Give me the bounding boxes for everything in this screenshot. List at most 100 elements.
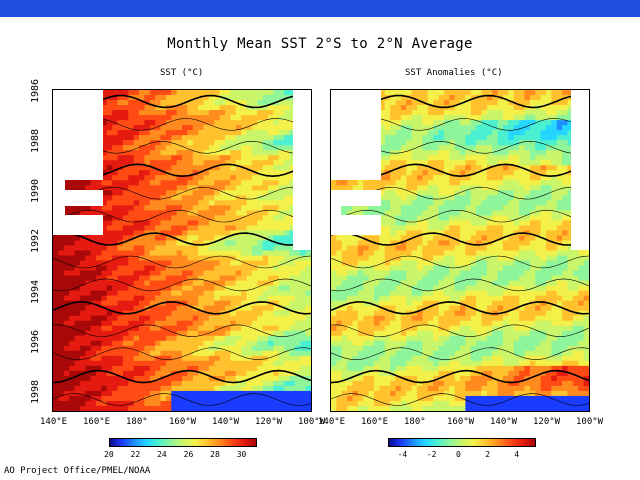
heatmap-cell [123, 271, 129, 277]
heatmap-cell [128, 341, 134, 347]
heatmap-cell [139, 366, 145, 372]
heatmap-cell [439, 276, 445, 282]
heatmap-cell [225, 406, 231, 411]
heatmap-cell [562, 215, 568, 221]
heatmap-cell [482, 230, 488, 236]
heatmap-cell [247, 190, 253, 196]
heatmap-cell [449, 110, 455, 116]
heatmap-cell [300, 381, 306, 387]
heatmap-cell [230, 296, 236, 302]
heatmap-cell [64, 245, 70, 251]
heatmap-cell [118, 351, 124, 357]
heatmap-cell [449, 240, 455, 246]
heatmap-cell [390, 261, 396, 267]
heatmap-cell [236, 110, 242, 116]
heatmap-cell [241, 225, 247, 231]
heatmap-cell [449, 145, 455, 151]
heatmap-cell [422, 95, 428, 101]
heatmap-cell [230, 341, 236, 347]
heatmap-cell [241, 95, 247, 101]
heatmap-cell [134, 135, 140, 141]
heatmap-cell [503, 276, 509, 282]
heatmap-cell [263, 381, 269, 387]
heatmap-cell [417, 150, 423, 156]
heatmap-cell [396, 180, 402, 186]
heatmap-cell [503, 120, 509, 126]
heatmap-cell [417, 135, 423, 141]
heatmap-cell [541, 245, 547, 251]
heatmap-cell [428, 180, 434, 186]
heatmap-cell [209, 125, 215, 131]
heatmap-cell [401, 90, 407, 96]
heatmap-cell [139, 215, 145, 221]
heatmap-cell [112, 200, 118, 206]
heatmap-cell [422, 225, 428, 231]
heatmap-cell [123, 200, 129, 206]
heatmap-cell [492, 100, 498, 106]
heatmap-cell [193, 301, 199, 307]
heatmap-cell [230, 356, 236, 362]
heatmap-cell [257, 291, 263, 297]
heatmap-cell [220, 291, 226, 297]
heatmap-cell [439, 135, 445, 141]
heatmap-cell [257, 386, 263, 392]
heatmap-cell [460, 155, 466, 161]
heatmap-cell [112, 356, 118, 362]
heatmap-cell [460, 180, 466, 186]
heatmap-cell [363, 266, 369, 272]
heatmap-cell [525, 220, 531, 226]
heatmap-cell [247, 135, 253, 141]
heatmap-cell [385, 110, 391, 116]
heatmap-cell [422, 205, 428, 211]
heatmap-cell [75, 256, 81, 262]
heatmap-cell [300, 391, 306, 397]
heatmap-cell [166, 321, 172, 327]
heatmap-cell [290, 271, 296, 277]
heatmap-cell [508, 170, 514, 176]
heatmap-cell [455, 195, 461, 201]
heatmap-cell [342, 256, 348, 262]
heatmap-cell [342, 271, 348, 277]
heatmap-cell [557, 140, 563, 146]
heatmap-cell [306, 351, 311, 357]
heatmap-cell [171, 286, 177, 292]
heatmap-cell [96, 361, 102, 367]
heatmap-cell [498, 200, 504, 206]
heatmap-cell [69, 396, 75, 402]
heatmap-cell [166, 205, 172, 211]
heatmap-cell [284, 130, 290, 136]
heatmap-cell [241, 311, 247, 317]
heatmap-cell [171, 336, 177, 342]
heatmap-cell [144, 341, 150, 347]
heatmap-cell [551, 245, 557, 251]
heatmap-cell [112, 125, 118, 131]
heatmap-cell [96, 381, 102, 387]
heatmap-cell [150, 396, 156, 402]
heatmap-cell [75, 366, 81, 372]
heatmap-cell [123, 406, 129, 411]
heatmap-cell [139, 90, 145, 96]
heatmap-cell [118, 366, 124, 372]
heatmap-cell [236, 251, 242, 257]
heatmap-cell [230, 115, 236, 121]
heatmap-cell [525, 266, 531, 272]
heatmap-cell [390, 105, 396, 111]
heatmap-cell [503, 140, 509, 146]
heatmap-cell [75, 276, 81, 282]
heatmap-cell [257, 406, 263, 411]
heatmap-cell [193, 266, 199, 272]
heatmap-cell [417, 165, 423, 171]
heatmap-cell [257, 381, 263, 387]
heatmap-cell [306, 371, 311, 377]
heatmap-cell [519, 205, 525, 211]
heatmap-cell [209, 391, 215, 397]
heatmap-cell [230, 170, 236, 176]
heatmap-cell [214, 90, 220, 96]
heatmap-cell [85, 316, 91, 322]
heatmap-cell [401, 175, 407, 181]
heatmap-cell [96, 296, 102, 302]
heatmap-cell [428, 135, 434, 141]
heatmap-cell [268, 321, 274, 327]
heatmap-cell [455, 120, 461, 126]
heatmap-cell [187, 105, 193, 111]
